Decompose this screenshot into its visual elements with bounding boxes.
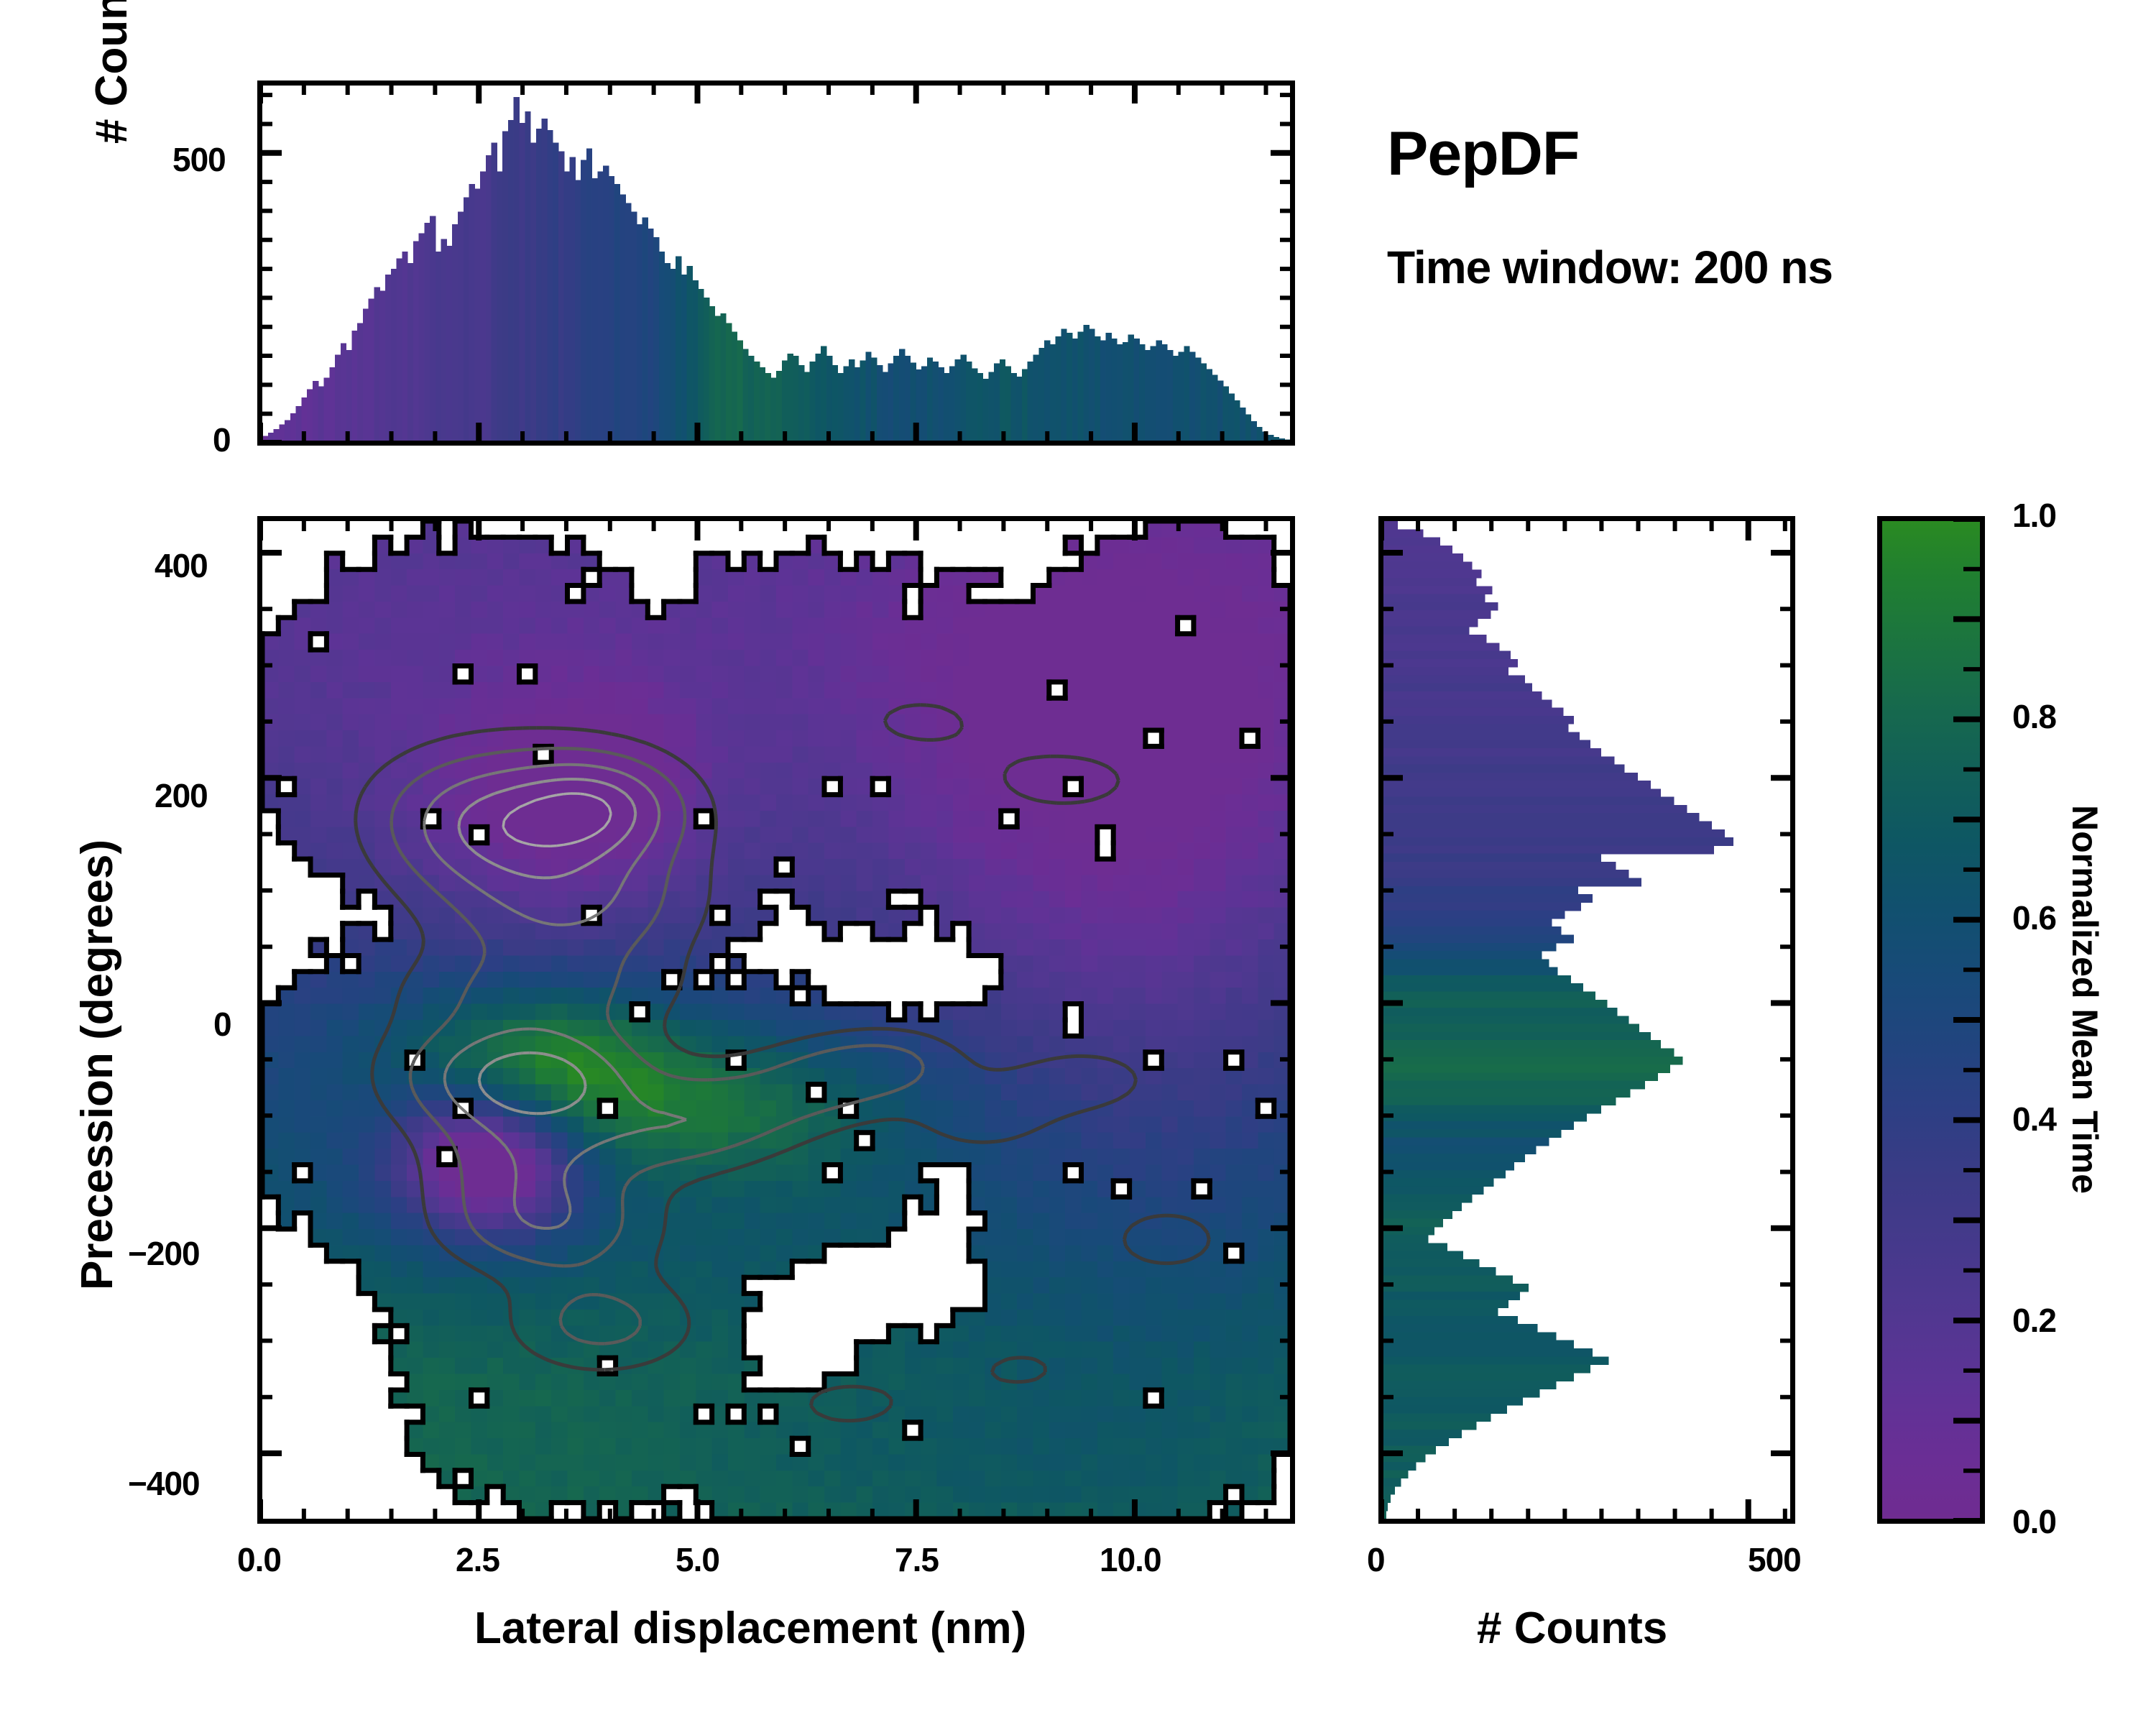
main-ytick-0: 0	[213, 1006, 232, 1043]
main-xtick-0: 0.0	[237, 1541, 282, 1578]
main-ytick-400: 400	[155, 547, 208, 584]
top-histogram-canvas	[262, 96, 1290, 441]
right-hist-xtick-0: 0	[1367, 1541, 1386, 1578]
top-marginal-histogram-panel	[257, 80, 1295, 446]
main-xlabel: Lateral displacement (nm)	[474, 1604, 1027, 1653]
colorbar-tick-0p6: 0.6	[2012, 899, 2057, 937]
page-title: PepDF	[1387, 119, 1580, 188]
page-subtitle: Time window: 200 ns	[1387, 242, 1833, 293]
colorbar-tick-1p0: 1.0	[2012, 497, 2057, 534]
main-heatmap-panel	[257, 516, 1295, 1524]
main-ytick-200: 200	[155, 777, 208, 814]
main-xtick-10: 10.0	[1100, 1541, 1162, 1578]
main-ytick-neg200: −200	[128, 1235, 201, 1272]
main-xtick-2p5: 2.5	[456, 1541, 500, 1578]
colorbar-tick-0p8: 0.8	[2012, 698, 2057, 735]
main-xtick-7p5: 7.5	[895, 1541, 939, 1578]
main-ytick-neg400: −400	[128, 1465, 201, 1502]
colorbar-tick-0p4: 0.4	[2012, 1100, 2057, 1138]
heatmap-canvas	[262, 521, 1290, 1519]
right-histogram-canvas	[1383, 521, 1734, 1519]
top-hist-ytick-500: 500	[172, 141, 226, 178]
top-hist-ytick-0: 0	[213, 421, 231, 459]
right-marginal-histogram-panel	[1378, 516, 1795, 1524]
colorbar-tick-0p0: 0.0	[2012, 1503, 2057, 1540]
right-hist-xlabel: # Counts	[1477, 1604, 1668, 1653]
colorbar-tick-0p2: 0.2	[2012, 1302, 2057, 1339]
main-xtick-5: 5.0	[676, 1541, 720, 1578]
right-hist-xtick-500: 500	[1748, 1541, 1802, 1578]
